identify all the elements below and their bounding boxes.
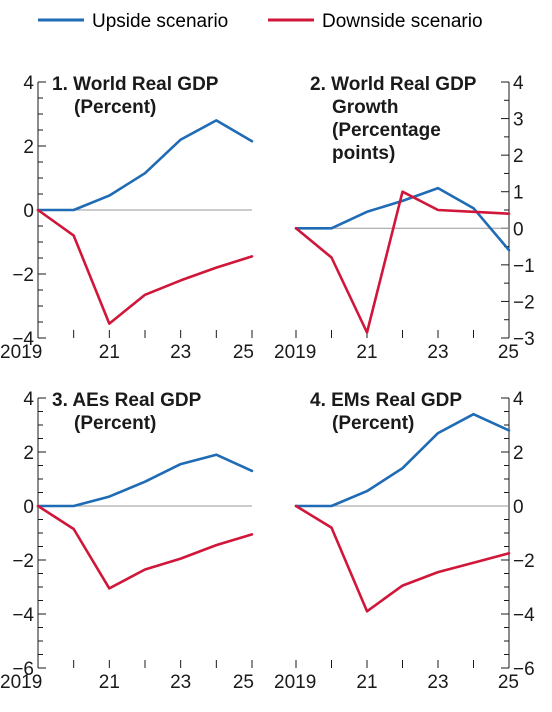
legend-downside-label: Downside scenario <box>322 11 483 32</box>
y-tick-label: 1 <box>513 183 524 204</box>
y-tick-label: −6 <box>12 659 34 680</box>
x-tick-label: 25 <box>233 342 254 363</box>
x-tick-label: 21 <box>99 342 120 363</box>
x-tick-label: 2019 <box>274 342 316 363</box>
panel-title-line: (Percent) <box>74 97 156 118</box>
y-tick-label: 4 <box>23 73 34 94</box>
chart-panel-3: −6 −4 −2 0 2 4 2019 21 23 25 3. AEs Real GDP(Perce… <box>0 389 254 693</box>
downside-series-line <box>294 190 511 334</box>
panel-title-line: 3. AEs Real GDP <box>52 390 202 411</box>
panel-title-line: 4. EMs Real GDP <box>310 390 462 411</box>
y-tick-label: 4 <box>23 389 34 410</box>
y-tick-label: 0 <box>513 219 524 240</box>
y-tick-label: 0 <box>23 497 34 518</box>
chart-panel-1: −4 −2 0 2 4 2019 21 23 25 1. World Real GDP(Perce… <box>0 73 254 363</box>
x-tick-label: 23 <box>427 672 448 693</box>
y-tick-label: 2 <box>513 146 524 167</box>
y-tick-label: −3 <box>513 329 535 350</box>
chart-panel-4: −6 −4 −2 0 2 4 2019 21 23 25 4. EMs Real GDP(Perce… <box>274 389 535 693</box>
y-tick-label: −4 <box>12 329 34 350</box>
panel-title-line: 1. World Real GDP <box>52 74 219 95</box>
panel-title-line: Growth <box>332 97 399 118</box>
y-tick-label: 4 <box>513 389 524 410</box>
x-tick-label: 21 <box>99 672 120 693</box>
x-tick-label: 23 <box>427 342 448 363</box>
legend: Upside scenario Downside scenario <box>38 11 483 32</box>
y-tick-label: 2 <box>23 137 34 158</box>
y-tick-label: −2 <box>513 292 535 313</box>
upside-series-line <box>36 119 254 212</box>
y-tick-label: 4 <box>513 73 524 94</box>
downside-series-line <box>294 504 511 613</box>
y-tick-label: −1 <box>513 256 535 277</box>
y-tick-label: −4 <box>513 605 535 626</box>
y-tick-label: −2 <box>12 551 34 572</box>
x-tick-label: 2019 <box>0 342 42 363</box>
y-tick-label: 2 <box>23 443 34 464</box>
upside-series-line <box>294 186 511 252</box>
y-tick-label: −2 <box>513 551 535 572</box>
y-tick-label: −4 <box>12 605 34 626</box>
panel-title-line: (Percent) <box>332 413 414 434</box>
downside-series-line <box>36 504 254 590</box>
x-tick-label: 2019 <box>274 672 316 693</box>
panel-title-line: (Percentage <box>332 120 441 141</box>
x-tick-label: 21 <box>356 672 377 693</box>
y-tick-label: 3 <box>513 110 524 131</box>
x-tick-label: 25 <box>498 672 519 693</box>
x-tick-label: 21 <box>356 342 377 363</box>
legend-upside-label: Upside scenario <box>92 11 228 32</box>
panel-title-line: points) <box>332 143 395 164</box>
y-tick-label: 0 <box>513 497 524 518</box>
y-tick-label: −2 <box>12 265 34 286</box>
x-tick-label: 23 <box>170 342 191 363</box>
downside-series-line <box>36 208 254 325</box>
panel-title-line: 2. World Real GDP <box>310 74 477 95</box>
y-tick-label: 2 <box>513 443 524 464</box>
y-tick-label: −6 <box>513 659 535 680</box>
upside-series-line <box>294 412 511 508</box>
panel-title-line: (Percent) <box>74 413 156 434</box>
x-tick-label: 25 <box>498 342 519 363</box>
x-tick-label: 25 <box>233 672 254 693</box>
x-tick-label: 2019 <box>0 672 42 693</box>
y-tick-label: 0 <box>23 201 34 222</box>
x-tick-label: 23 <box>170 672 191 693</box>
upside-series-line <box>36 453 254 508</box>
